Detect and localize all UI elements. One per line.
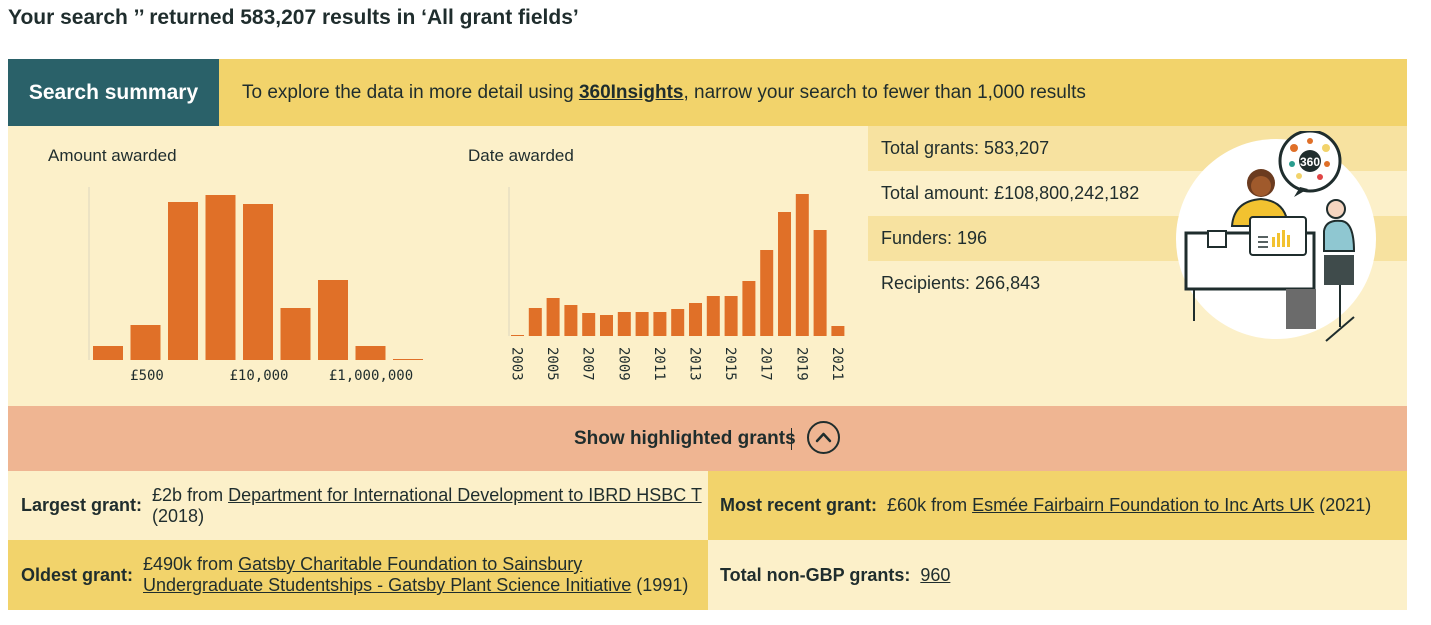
date-bar[interactable] bbox=[742, 281, 756, 336]
date-bar[interactable] bbox=[831, 326, 845, 336]
most-recent-grant-amount: £60k from bbox=[887, 495, 973, 515]
date-tick-label: 2013 bbox=[687, 347, 703, 381]
explore-message: To explore the data in more detail using… bbox=[242, 59, 1086, 126]
oldest-grant-year: (1991) bbox=[631, 575, 689, 595]
amount-bar[interactable] bbox=[205, 195, 236, 360]
text-cursor bbox=[791, 428, 792, 450]
largest-grant-year: (2018) bbox=[152, 505, 205, 526]
amount-chart-title: Amount awarded bbox=[48, 146, 177, 165]
oldest-grant-link[interactable]: Gatsby Charitable Foundation to Sainsbur… bbox=[143, 554, 632, 595]
most-recent-grant-year: (2021) bbox=[1314, 495, 1372, 515]
amount-bar[interactable] bbox=[355, 346, 386, 360]
illustration-badge-text: 360 bbox=[1300, 155, 1320, 169]
date-bar[interactable] bbox=[546, 298, 560, 336]
largest-grant-amount: £2b from bbox=[152, 484, 229, 505]
amount-bar[interactable] bbox=[280, 308, 311, 360]
most-recent-grant: Most recent grant: £60k from Esmée Fairb… bbox=[708, 471, 1407, 540]
largest-grant-label: Largest grant: bbox=[21, 495, 143, 515]
amount-tick-label: £500 bbox=[130, 368, 164, 384]
explore-text-before: To explore the data in more detail using bbox=[242, 82, 579, 103]
amount-tick-label: £10,000 bbox=[229, 368, 288, 384]
oldest-grant-amount: £490k from bbox=[143, 554, 239, 574]
date-bar[interactable] bbox=[511, 335, 524, 336]
date-bar[interactable] bbox=[600, 315, 613, 336]
date-tick-label: 2021 bbox=[829, 347, 845, 381]
date-bar[interactable] bbox=[813, 230, 827, 336]
amount-bar[interactable] bbox=[168, 202, 198, 360]
highlighted-grants-toggle[interactable]: Show highlighted grants bbox=[8, 406, 1407, 471]
most-recent-grant-link[interactable]: Esmée Fairbairn Foundation to Inc Arts U… bbox=[972, 495, 1315, 515]
amount-bar[interactable] bbox=[393, 359, 423, 360]
date-tick-label: 2015 bbox=[722, 347, 738, 381]
date-tick-label: 2019 bbox=[793, 347, 809, 381]
date-bar[interactable] bbox=[564, 305, 578, 336]
360insights-link[interactable]: 360Insights bbox=[578, 82, 684, 103]
date-bar[interactable] bbox=[671, 309, 685, 336]
chevron-up-icon[interactable] bbox=[807, 421, 840, 454]
non-gbp-grants: Total non-GBP grants: 960 bbox=[708, 540, 1407, 610]
date-bar[interactable] bbox=[795, 194, 809, 336]
date-bar[interactable] bbox=[617, 312, 631, 336]
date-chart-title: Date awarded bbox=[468, 146, 574, 165]
non-gbp-grants-label: Total non-GBP grants: bbox=[720, 564, 911, 585]
date-tick-label: 2005 bbox=[544, 347, 560, 381]
summary-header-bar: Search summary To explore the data in mo… bbox=[8, 59, 1407, 126]
date-tick-label: 2003 bbox=[509, 347, 525, 381]
date-bar[interactable] bbox=[760, 250, 774, 336]
amount-bar[interactable] bbox=[93, 346, 123, 360]
largest-grant: Largest grant: £2b from Department for I… bbox=[8, 471, 708, 540]
search-summary-tab[interactable]: Search summary bbox=[8, 59, 219, 126]
most-recent-grant-label: Most recent grant: bbox=[720, 495, 878, 515]
date-tick-label: 2007 bbox=[580, 347, 596, 381]
date-bar[interactable] bbox=[635, 312, 649, 336]
date-bar[interactable] bbox=[528, 308, 542, 336]
non-gbp-grants-link[interactable]: 960 bbox=[920, 564, 951, 585]
date-bar[interactable] bbox=[724, 296, 738, 336]
largest-grant-link[interactable]: Department for International Development… bbox=[228, 484, 702, 505]
amount-bar[interactable] bbox=[130, 325, 161, 360]
amount-bar[interactable] bbox=[243, 204, 273, 360]
amount-awarded-chart: £500 £10,000 £1,000,000 bbox=[88, 187, 423, 384]
results-heading: Your search ’’ returned 583,207 results … bbox=[8, 6, 579, 29]
date-bar[interactable] bbox=[689, 303, 702, 336]
date-tick-label: 2017 bbox=[758, 347, 774, 381]
date-tick-label: 2009 bbox=[615, 347, 631, 381]
amount-tick-label: £1,000,000 bbox=[329, 368, 413, 384]
360insights-illustration: 360 bbox=[1176, 131, 1376, 342]
date-bar[interactable] bbox=[582, 313, 596, 336]
search-summary-panel: Search summary To explore the data in mo… bbox=[8, 59, 1407, 610]
date-bar[interactable] bbox=[653, 312, 667, 336]
date-bar[interactable] bbox=[706, 296, 720, 336]
amount-bar[interactable] bbox=[318, 280, 348, 360]
oldest-grant-label: Oldest grant: bbox=[21, 564, 134, 585]
toggle-label[interactable]: Show highlighted grants bbox=[574, 428, 796, 449]
date-tick-label: 2011 bbox=[651, 347, 667, 381]
date-awarded-chart: 2003 2005 2007 2009 2011 2013 2015 2017 2019 2021 bbox=[508, 187, 845, 381]
oldest-grant: Oldest grant: £490k from Gatsby Charitab… bbox=[8, 540, 708, 610]
date-bar[interactable] bbox=[778, 212, 791, 336]
explore-text-after: , narrow your search to fewer than 1,000… bbox=[683, 82, 1086, 103]
